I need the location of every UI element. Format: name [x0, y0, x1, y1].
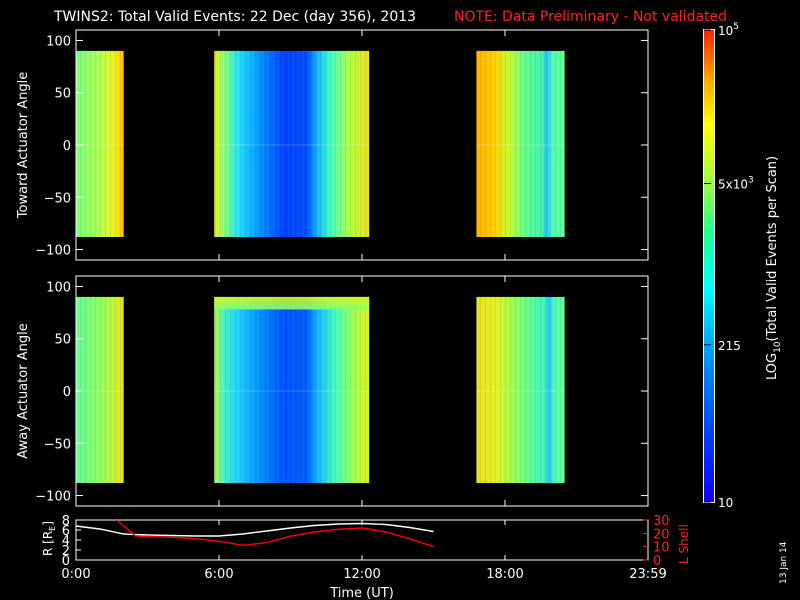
- y-right-tick-label: 10: [653, 541, 670, 556]
- y-tick-label: 100: [46, 280, 71, 295]
- x-axis-label: Time (UT): [329, 586, 394, 600]
- colorbar: 105 5x103 215 10 LOG10(Total Valid Events p…: [703, 22, 783, 510]
- away-heatmap-panel: 100 50 0 −50 −100 Away Actuator Angle: [16, 275, 649, 507]
- y-axis-label: Toward Actuator Angle: [16, 72, 31, 219]
- colorbar-tick-label: 10: [718, 496, 733, 510]
- y-tick-label: 8: [62, 514, 70, 529]
- colorbar-tick-label: 105: [718, 22, 739, 38]
- y-tick-label: 50: [54, 87, 71, 102]
- y-axis-label: Away Actuator Angle: [16, 323, 31, 458]
- zero-angle-line: [76, 144, 124, 146]
- zero-angle-line: [214, 390, 370, 392]
- y-tick-label: 100: [46, 34, 71, 49]
- zero-angle-line: [214, 144, 370, 146]
- preliminary-note: NOTE: Data Preliminary - Not validated: [454, 9, 727, 25]
- y-tick-label: 0: [62, 554, 70, 569]
- y-tick-label: 0: [63, 385, 71, 400]
- zero-angle-line: [476, 144, 565, 146]
- colorbar-tick-label: 5x103: [718, 176, 754, 192]
- heatmap-segment-texture: [214, 50, 370, 238]
- l-shell-line: [116, 519, 434, 548]
- y-tick-label: −100: [35, 490, 71, 505]
- date-stamp: 13 Jan 14: [779, 541, 789, 584]
- zero-angle-line: [476, 390, 565, 392]
- y-tick-label: −50: [44, 437, 71, 452]
- heatmap-segment-texture: [76, 50, 124, 238]
- colorbar-label: LOG10(Total Valid Events per Scan): [765, 156, 783, 380]
- y-tick-label: −50: [44, 191, 71, 206]
- heatmap-segment-texture: [76, 296, 124, 483]
- colorbar-tick-label: 215: [718, 339, 741, 353]
- y-tick-label: −100: [35, 244, 71, 259]
- x-tick-label: 0:00: [61, 567, 90, 582]
- y-tick-label: 50: [54, 333, 71, 348]
- radius-line: [75, 522, 434, 537]
- colorbar-scale: [704, 30, 714, 502]
- x-tick-label: 23:59: [629, 567, 666, 582]
- y-right-tick-label: 30: [653, 514, 670, 529]
- heatmap-segment-texture: [476, 296, 565, 483]
- x-tick-label: 12:00: [343, 567, 380, 582]
- heatmap-segment-texture: [214, 296, 370, 483]
- zero-angle-line: [76, 390, 124, 392]
- y-right-axis-label: L Shell: [677, 524, 691, 564]
- y-axis-label: R [RE]: [41, 521, 57, 556]
- y-right-tick-label: 0: [653, 554, 661, 569]
- toward-heatmap-panel: 100 50 0 −50 −100 Toward Actuator Angle: [16, 29, 649, 261]
- y-tick-label: 0: [63, 139, 71, 154]
- heatmap-segment-texture: [476, 50, 565, 238]
- y-tick-label: 2: [62, 544, 70, 559]
- y-tick-label: 4: [62, 534, 70, 549]
- x-tick-label: 6:00: [204, 567, 233, 582]
- y-right-tick-label: 20: [653, 527, 670, 542]
- y-tick-label: 6: [62, 524, 70, 539]
- heatmap-top-band: [214, 296, 370, 310]
- chart-title: TWINS2: Total Valid Events: 22 Dec (day …: [53, 9, 416, 25]
- orbit-frame: [75, 519, 649, 561]
- x-tick-label: 18:00: [486, 567, 523, 582]
